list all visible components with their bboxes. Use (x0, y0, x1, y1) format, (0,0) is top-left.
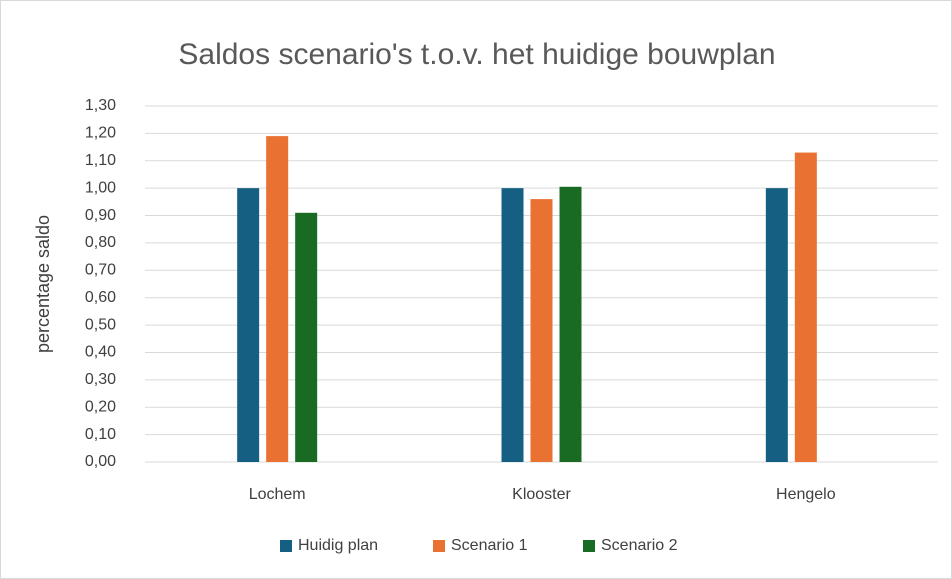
legend-label: Scenario 1 (451, 537, 528, 554)
bar (266, 136, 289, 462)
bar (559, 186, 582, 463)
y-tick-label: 1,20 (85, 125, 116, 142)
y-tick-label: 0,00 (85, 453, 116, 470)
y-tick-label: 0,90 (85, 207, 116, 224)
y-tick-label: 0,10 (85, 426, 116, 443)
y-tick-label: 0,50 (85, 316, 116, 333)
legend-swatch (280, 540, 292, 552)
chart-title: Saldos scenario's t.o.v. het huidige bou… (178, 38, 775, 71)
legend-label: Huidig plan (298, 537, 378, 554)
legend-swatch (433, 540, 445, 552)
bar (501, 188, 524, 462)
y-axis-label: percentage saldo (33, 215, 53, 353)
y-tick-label: 1,10 (85, 152, 116, 169)
y-tick-label: 0,80 (85, 234, 116, 251)
y-tick-label: 1,00 (85, 179, 116, 196)
y-tick-label: 1,30 (85, 97, 116, 114)
bar (794, 152, 817, 463)
y-tick-label: 0,30 (85, 371, 116, 388)
x-tick-label: Hengelo (776, 486, 836, 503)
y-tick-label: 0,60 (85, 289, 116, 306)
legend-swatch (583, 540, 595, 552)
legend-label: Scenario 2 (601, 537, 678, 554)
y-tick-label: 0,70 (85, 262, 116, 279)
y-tick-label: 0,20 (85, 398, 116, 415)
x-tick-label: Klooster (512, 486, 571, 503)
bar (295, 212, 318, 462)
bar (765, 188, 788, 462)
x-tick-label: Lochem (249, 486, 306, 503)
bar (237, 188, 260, 462)
bar (530, 199, 553, 462)
y-tick-label: 0,40 (85, 344, 116, 361)
